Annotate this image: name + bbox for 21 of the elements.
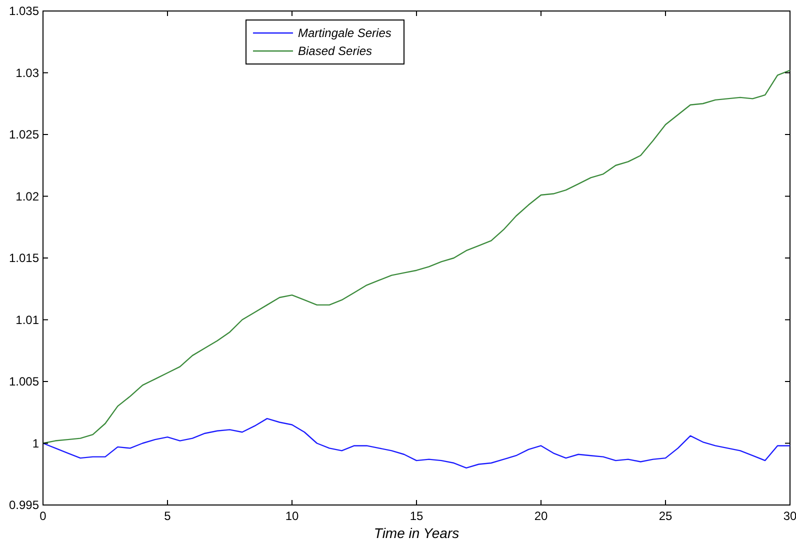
y-tick-label: 1.03 bbox=[16, 66, 40, 80]
legend-label: Martingale Series bbox=[298, 26, 392, 40]
y-tick-label: 1.035 bbox=[8, 4, 40, 18]
y-tick-label: 1.025 bbox=[8, 128, 40, 142]
y-tick-label: 1.02 bbox=[16, 189, 40, 204]
y-tick-label: 1 bbox=[32, 436, 40, 450]
y-tick-label: 1.005 bbox=[8, 374, 40, 389]
x-tick-label: 15 bbox=[410, 509, 424, 523]
y-tick-label: 1.01 bbox=[16, 312, 40, 327]
line-series bbox=[42, 70, 791, 444]
y-tick-label: 1.015 bbox=[8, 251, 40, 266]
x-tick-label: 10 bbox=[285, 509, 299, 523]
x-tick-label: 20 bbox=[534, 509, 548, 523]
y-tick-label: 0.995 bbox=[8, 498, 40, 512]
legend-label: Biased Series bbox=[298, 44, 372, 58]
line-series bbox=[42, 418, 791, 469]
x-tick-label: 30 bbox=[783, 509, 796, 523]
x-axis-title: Time in Years bbox=[374, 525, 460, 541]
x-tick-label: 0 bbox=[40, 509, 47, 523]
x-tick-label: 5 bbox=[164, 509, 172, 523]
x-tick-label: 25 bbox=[658, 509, 672, 523]
